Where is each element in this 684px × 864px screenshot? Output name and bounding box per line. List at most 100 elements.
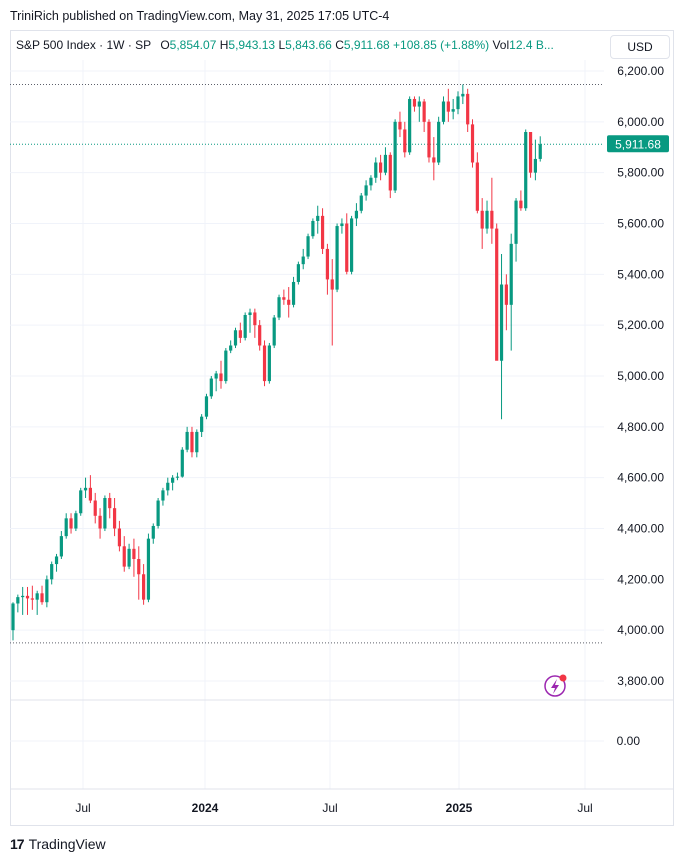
candle-body <box>272 317 276 346</box>
candle-body <box>359 195 363 211</box>
candle-body <box>40 593 44 603</box>
candle <box>441 96 446 125</box>
candle-body <box>287 299 291 305</box>
candle <box>490 177 494 244</box>
candle-body <box>11 603 15 631</box>
candle-body <box>383 154 388 173</box>
candle-body <box>122 546 126 567</box>
candle-body <box>166 482 170 491</box>
high-label: H <box>219 38 229 52</box>
candle <box>446 88 450 122</box>
time-tick-label: Jul <box>75 801 90 815</box>
candle-body <box>437 121 441 163</box>
candle-body <box>93 500 97 516</box>
candle <box>21 586 25 615</box>
candle <box>267 342 271 384</box>
candle-body <box>316 215 320 221</box>
candle-body <box>171 477 175 483</box>
price-axis[interactable]: 6,200.00 6,000.00 5,800.00 5,600.00 5,400.00… <box>617 64 665 748</box>
candle-body <box>50 564 54 580</box>
candle-body <box>514 200 518 244</box>
brand-footer[interactable]: 17 TradingView <box>10 836 106 852</box>
candle <box>504 274 508 331</box>
time-axis[interactable]: Jul 2024 Jul 2025 Jul <box>75 801 592 815</box>
price-tick-label: 5,400.00 <box>617 267 664 281</box>
price-tick-label: 4,800.00 <box>617 420 664 434</box>
events-icon[interactable] <box>544 674 567 697</box>
symbol-title[interactable]: S&P 500 Index · 1W · SP <box>16 38 151 52</box>
candle <box>190 426 194 458</box>
candle-body <box>151 525 155 539</box>
price-tick-label: 6,200.00 <box>617 64 664 78</box>
candle <box>514 198 518 262</box>
candle <box>117 520 122 552</box>
candle-body <box>538 144 542 159</box>
candle <box>388 152 392 199</box>
candle-body <box>175 476 180 478</box>
candle <box>151 523 155 544</box>
candle-body <box>296 264 300 282</box>
candle <box>499 254 504 420</box>
candle <box>59 531 63 559</box>
candle <box>137 546 141 600</box>
candle-body <box>277 297 281 318</box>
candle <box>287 287 291 318</box>
candle <box>320 208 325 254</box>
candle <box>470 119 475 168</box>
candle <box>456 91 460 115</box>
candle <box>79 487 83 516</box>
price-tick-label: 5,000.00 <box>617 369 664 383</box>
low-value: 5,843.66 <box>285 38 332 52</box>
candle <box>437 116 441 166</box>
time-tick-label: Jul <box>577 801 592 815</box>
price-tick-label: 6,000.00 <box>617 115 664 129</box>
candle-body <box>504 284 508 305</box>
candle-body <box>379 162 383 173</box>
time-tick-label: 2025 <box>446 801 473 815</box>
candle-body <box>21 595 25 598</box>
candle-body <box>446 101 450 112</box>
candle-body <box>238 330 242 338</box>
candles <box>11 84 542 641</box>
candle <box>461 84 465 105</box>
candle-body <box>195 431 199 453</box>
price-tick-label: 4,000.00 <box>617 623 664 637</box>
candle-body <box>127 548 131 567</box>
candle-body <box>108 498 112 509</box>
candle-body <box>88 487 92 501</box>
chart-frame <box>10 30 674 826</box>
candle-body <box>417 101 421 107</box>
candle-body <box>495 228 499 361</box>
last-price-tag: 5,911.68 <box>607 135 669 153</box>
brand-name: TradingView <box>28 836 106 852</box>
candle-body <box>490 210 494 229</box>
candle-body <box>45 579 49 603</box>
candle <box>146 533 151 603</box>
candle-body <box>320 215 325 249</box>
candle-body <box>282 297 286 300</box>
candle <box>88 475 92 504</box>
candle <box>432 137 436 181</box>
candle-body <box>112 508 117 529</box>
candle-body <box>146 538 151 600</box>
candle-body <box>325 248 330 280</box>
candle-body <box>422 101 426 122</box>
candle-body <box>204 396 209 417</box>
currency-button[interactable]: USD <box>610 35 670 59</box>
candle <box>243 312 247 341</box>
candle-body <box>311 220 315 237</box>
candle <box>103 495 107 532</box>
candle <box>354 203 359 227</box>
candle-body <box>451 109 455 112</box>
publish-info: TriniRich published on TradingView.com, … <box>10 9 390 23</box>
candle-body <box>499 284 504 361</box>
candle <box>330 259 334 346</box>
candle <box>335 223 339 293</box>
candle <box>214 370 218 392</box>
candle <box>238 322 242 343</box>
candle <box>50 561 54 585</box>
price-tick-label: 5,200.00 <box>617 318 664 332</box>
candle <box>224 348 228 384</box>
candle-body <box>98 515 102 529</box>
